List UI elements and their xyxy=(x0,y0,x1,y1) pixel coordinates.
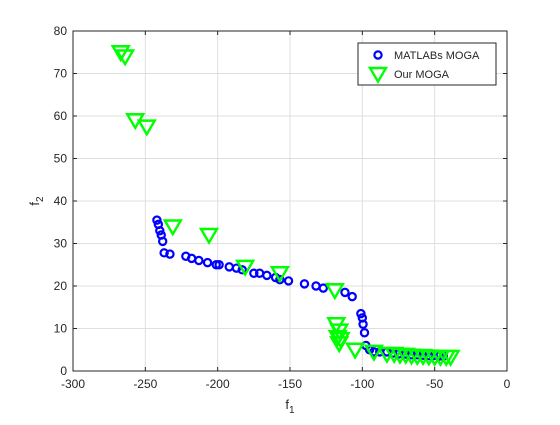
x-axis-label-subscript: 1 xyxy=(289,405,295,416)
data-point xyxy=(159,248,169,258)
x-axis-label-main: f xyxy=(285,397,289,412)
x-tick-label: 0 xyxy=(504,377,511,391)
data-point xyxy=(356,308,366,319)
data-point xyxy=(345,342,366,360)
x-tick-label: -50 xyxy=(426,377,444,391)
legend-label: MATLABs MOGA xyxy=(394,50,480,62)
data-point xyxy=(299,279,310,289)
data-point xyxy=(269,266,290,284)
data-point xyxy=(186,253,197,264)
data-point xyxy=(224,262,234,272)
y-tick-label: 50 xyxy=(54,152,68,166)
data-point xyxy=(202,257,213,268)
data-point xyxy=(214,260,224,270)
data-point xyxy=(249,268,259,278)
y-tick-label: 10 xyxy=(54,322,68,336)
data-point xyxy=(329,323,350,341)
legend-label: Our MOGA xyxy=(394,69,450,81)
data-point xyxy=(330,331,351,350)
axis-ticks xyxy=(72,30,508,372)
y-tick-label: 20 xyxy=(54,279,68,293)
data-point xyxy=(363,344,385,362)
x-tick-label: -100 xyxy=(350,377,374,391)
data-point xyxy=(340,287,350,298)
y-tick-label: 80 xyxy=(54,24,68,38)
data-point xyxy=(165,249,175,259)
data-point xyxy=(194,255,204,266)
y-tick-label: 70 xyxy=(54,67,68,81)
legend: MATLABs MOGA Our MOGA xyxy=(357,42,497,86)
x-axis-label: f1 xyxy=(285,397,295,416)
series-1 xyxy=(152,215,449,361)
y-tick-label: 60 xyxy=(54,109,68,123)
data-point xyxy=(318,283,328,293)
data-point xyxy=(254,268,265,278)
data-point xyxy=(157,236,168,247)
x-tick-label: -150 xyxy=(278,377,302,391)
y-tick-label: 0 xyxy=(60,364,67,378)
x-tick-label: -300 xyxy=(61,377,85,391)
data-point xyxy=(114,49,136,67)
data-point xyxy=(359,328,370,338)
x-tick-label: -200 xyxy=(206,377,230,391)
data-point xyxy=(152,215,162,225)
data-point xyxy=(155,226,165,236)
legend-items: MATLABs MOGA Our MOGA xyxy=(367,50,480,84)
data-point xyxy=(162,219,183,237)
y-axis-label-subscript: 2 xyxy=(35,196,46,202)
y-tick-labels: 0 10 20 30 40 50 60 70 80 xyxy=(54,24,68,378)
data-point xyxy=(347,291,357,302)
y-tick-label: 30 xyxy=(54,237,68,251)
x-tick-labels: -300 -250 -200 -150 -100 -50 0 xyxy=(61,377,511,391)
y-tick-label: 40 xyxy=(54,194,68,208)
data-point xyxy=(110,45,131,63)
series-2 xyxy=(110,45,461,367)
legend-marker xyxy=(373,50,383,60)
y-axis-label-main: f xyxy=(27,202,42,206)
data-point xyxy=(283,276,294,286)
legend-marker xyxy=(367,66,389,84)
data-point xyxy=(275,274,285,285)
data-point xyxy=(136,119,157,137)
data-point xyxy=(262,270,272,281)
data-point xyxy=(235,259,256,277)
grid-lines xyxy=(72,30,508,372)
y-axis-label: f2 xyxy=(27,196,46,206)
x-tick-label: -250 xyxy=(133,377,157,391)
series-layer xyxy=(110,45,461,367)
data-point xyxy=(358,319,368,329)
data-point xyxy=(237,265,247,275)
data-point xyxy=(440,349,461,367)
data-point xyxy=(198,227,220,245)
data-point xyxy=(324,283,345,301)
